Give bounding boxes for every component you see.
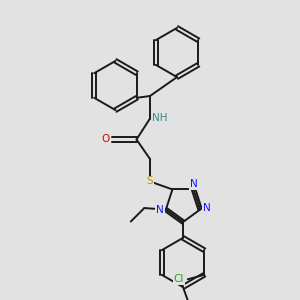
Text: S: S	[147, 176, 153, 187]
Text: O: O	[101, 134, 109, 145]
Text: N: N	[203, 203, 211, 213]
Text: Cl: Cl	[174, 274, 184, 284]
Text: N: N	[156, 205, 164, 214]
Text: N: N	[190, 179, 197, 189]
Text: NH: NH	[152, 113, 167, 123]
